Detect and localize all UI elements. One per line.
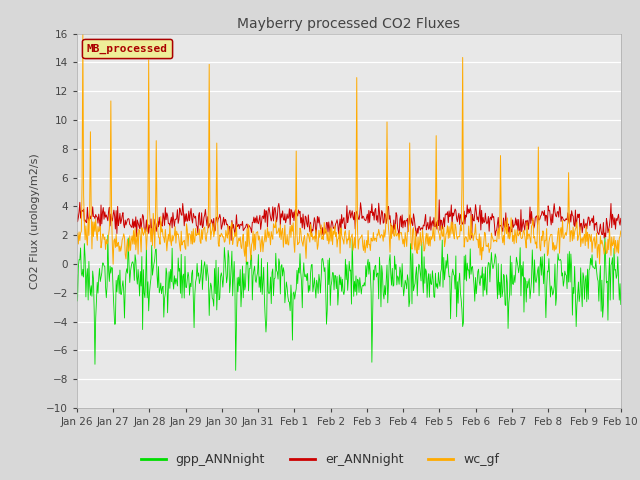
Line: wc_gf: wc_gf	[77, 34, 621, 264]
er_ANNnight	[431, 224, 439, 229]
er_ANNnight	[435, 197, 443, 203]
er_ANNnight	[617, 216, 625, 221]
gpp_ANNnight	[83, 273, 90, 279]
gpp_ANNnight	[433, 284, 440, 290]
wc_gf	[417, 229, 424, 235]
er_ANNnight	[227, 238, 235, 243]
Legend: gpp_ANNnight, er_ANNnight, wc_gf: gpp_ANNnight, er_ANNnight, wc_gf	[136, 448, 504, 471]
er_ANNnight	[416, 224, 424, 229]
er_ANNnight	[223, 222, 230, 228]
gpp_ANNnight	[232, 368, 239, 373]
wc_gf	[79, 31, 86, 36]
gpp_ANNnight	[140, 267, 147, 273]
wc_gf	[109, 261, 117, 267]
wc_gf	[73, 234, 81, 240]
Title: Mayberry processed CO2 Fluxes: Mayberry processed CO2 Fluxes	[237, 17, 460, 31]
er_ANNnight	[194, 230, 202, 236]
wc_gf	[617, 228, 625, 234]
Legend: MB_processed: MB_processed	[83, 39, 172, 58]
gpp_ANNnight	[104, 232, 111, 238]
er_ANNnight	[139, 212, 147, 217]
Line: gpp_ANNnight: gpp_ANNnight	[77, 235, 621, 371]
Line: er_ANNnight: er_ANNnight	[77, 200, 621, 240]
Y-axis label: CO2 Flux (urology/m2/s): CO2 Flux (urology/m2/s)	[30, 153, 40, 288]
wc_gf	[140, 230, 148, 236]
wc_gf	[433, 133, 440, 139]
gpp_ANNnight	[195, 270, 202, 276]
er_ANNnight	[83, 220, 90, 226]
gpp_ANNnight	[223, 274, 231, 279]
er_ANNnight	[73, 211, 81, 217]
gpp_ANNnight	[73, 272, 81, 278]
gpp_ANNnight	[617, 301, 625, 307]
wc_gf	[196, 226, 204, 232]
wc_gf	[84, 242, 92, 248]
wc_gf	[224, 223, 232, 228]
gpp_ANNnight	[417, 270, 424, 276]
